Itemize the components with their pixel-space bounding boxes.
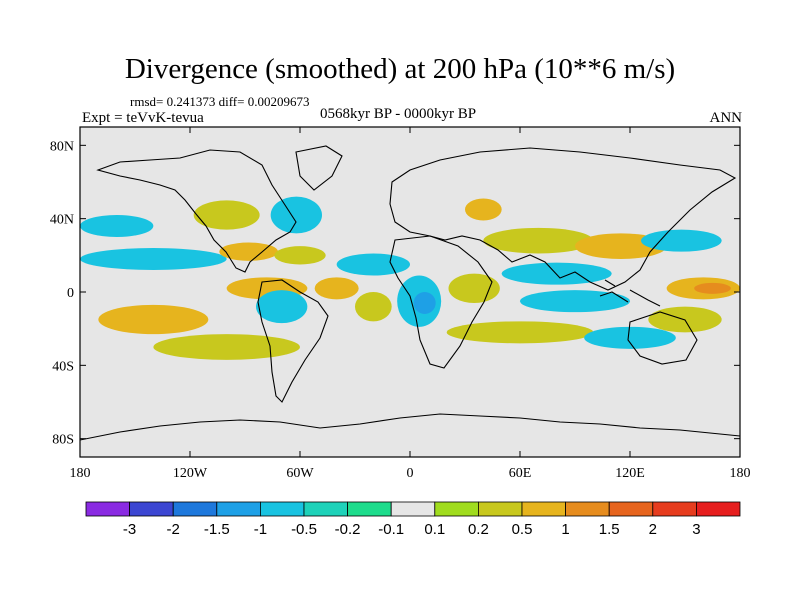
divergence-field	[80, 196, 740, 360]
field-blob-17	[483, 227, 594, 254]
colorbar-label-2: -1.5	[204, 521, 230, 538]
stats-label: rmsd= 0.241373 diff= 0.00209673	[130, 94, 310, 109]
colorbar-label-6: -0.1	[378, 521, 404, 538]
coast-eurasia	[389, 147, 737, 291]
colorbar-box-7	[390, 501, 436, 517]
y-tick-label-4: 80S	[52, 433, 74, 448]
colorbar-label-1: -2	[167, 521, 180, 538]
colorbar-box-8	[434, 501, 479, 517]
map-axes: 180 120W 60W 0 60E 120E 180 80N 40N 0 40S 80S	[50, 127, 751, 481]
coast-maritime-islands	[599, 279, 661, 307]
x-tick-label-3: 0	[407, 466, 414, 481]
colorbar-box-6	[347, 501, 392, 517]
field-blob-4	[219, 242, 278, 261]
colorbar-box-4	[259, 501, 305, 517]
x-tick-label-2: 60W	[286, 466, 314, 481]
field-blob-15	[448, 273, 500, 304]
field-blob-24	[694, 282, 731, 294]
colorbar-box-10	[521, 501, 566, 517]
field-blob-0	[80, 215, 154, 237]
field-blob-8	[98, 304, 209, 335]
colorbar-box-3	[216, 501, 261, 517]
coast-africa	[389, 235, 493, 369]
y-tick-label-1: 40N	[50, 213, 74, 228]
colorbar-label-3: -1	[254, 521, 267, 538]
x-tick-label-4: 60E	[509, 466, 532, 481]
coast-greenland	[295, 145, 343, 191]
colorbar-box-14	[696, 501, 741, 517]
field-blob-2	[270, 196, 323, 234]
coast-south-america	[257, 279, 329, 403]
y-tick-label-0: 80N	[50, 139, 74, 154]
field-blob-14	[413, 292, 436, 314]
coast-australia	[627, 311, 698, 365]
x-tick-label-1: 120W	[173, 466, 208, 481]
page-title: Divergence (smoothed) at 200 hPa (10**6 …	[124, 53, 676, 85]
experiment-label: Expt = teVvK-tevua	[82, 110, 204, 126]
y-tick-label-3: 40S	[52, 359, 74, 374]
colorbar-label-11: 1.5	[599, 521, 620, 538]
colorbar: -3 -2 -1.5 -1 -0.5 -0.2 -0.1 0.1 0.2 0.5 1 1.5 2 3	[85, 501, 741, 538]
colorbar-label-0: -3	[123, 521, 136, 538]
field-blob-10	[255, 290, 308, 324]
colorbar-label-5: -0.2	[335, 521, 361, 538]
season-label: ANN	[709, 110, 743, 126]
x-tick-label-6: 180	[730, 466, 751, 481]
field-blob-16	[465, 198, 502, 221]
coast-north-america	[96, 149, 297, 273]
colorbar-box-13	[652, 501, 697, 517]
colorbar-box-5	[303, 501, 348, 517]
coastlines	[80, 145, 740, 441]
field-blob-1	[193, 200, 260, 230]
field-blob-26	[584, 326, 676, 349]
field-blob-3	[80, 248, 227, 270]
colorbar-label-8: 0.2	[468, 521, 489, 538]
field-blob-11	[355, 292, 392, 322]
field-blob-9	[153, 334, 300, 360]
x-tick-label-5: 120E	[615, 466, 645, 481]
field-blob-7	[314, 277, 359, 300]
colorbar-box-9	[477, 501, 523, 517]
field-blob-20	[446, 321, 594, 344]
colorbar-box-2	[172, 501, 218, 517]
colorbar-box-0	[85, 501, 130, 517]
colorbar-box-1	[129, 501, 174, 517]
colorbar-box-12	[608, 501, 654, 517]
coast-antarctica	[80, 413, 740, 441]
y-tick-label-2: 0	[67, 286, 74, 301]
period-label: 0568kyr BP - 0000kyr BP	[320, 106, 477, 122]
colorbar-label-7: 0.1	[424, 521, 445, 538]
colorbar-label-9: 0.5	[512, 521, 533, 538]
field-blob-12	[336, 253, 411, 276]
x-tick-label-0: 180	[70, 466, 91, 481]
field-blob-5	[274, 246, 326, 265]
colorbar-label-12: 2	[649, 521, 657, 538]
colorbar-box-11	[565, 501, 610, 517]
colorbar-label-13: 3	[692, 521, 700, 538]
colorbar-label-10: 1	[561, 521, 569, 538]
field-blob-22	[641, 229, 722, 252]
colorbar-label-4: -0.5	[291, 521, 317, 538]
